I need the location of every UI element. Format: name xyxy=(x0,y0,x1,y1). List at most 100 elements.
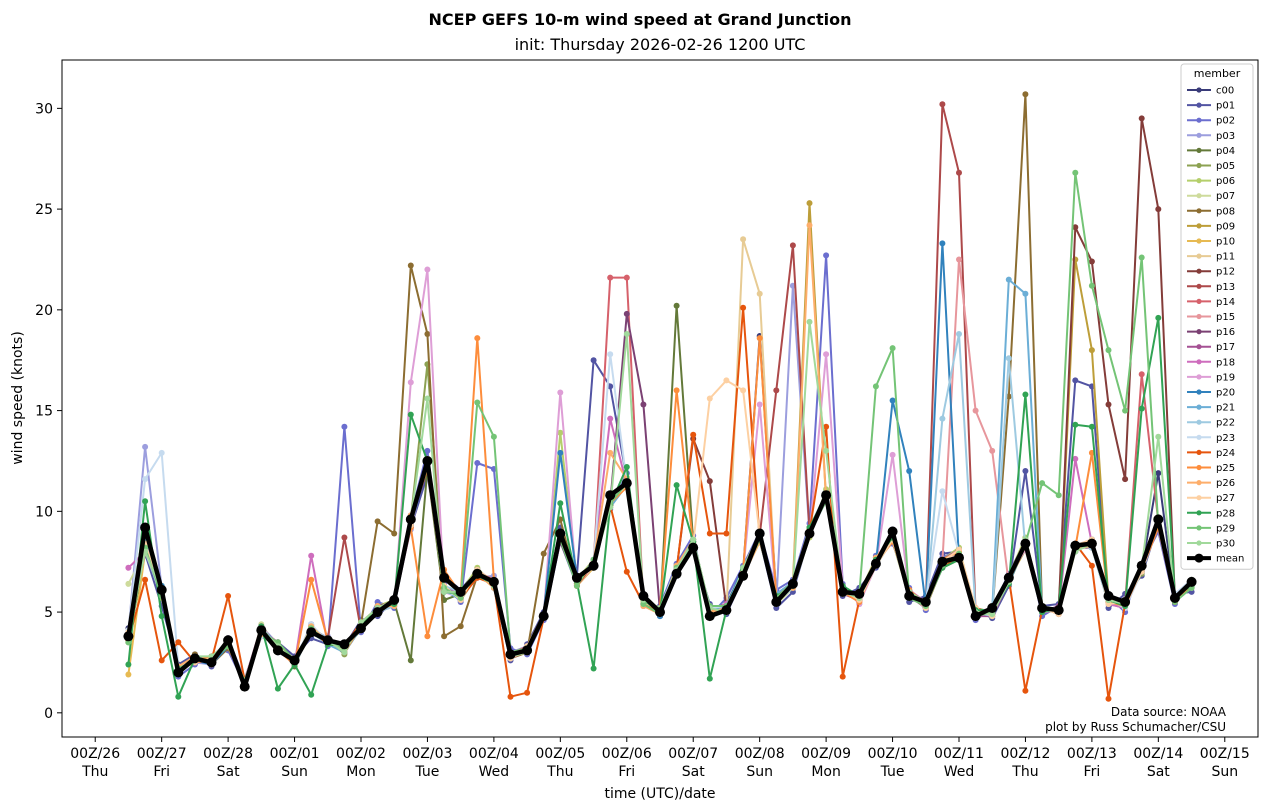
data-point-p26 xyxy=(607,449,614,456)
data-point-p13 xyxy=(341,534,348,541)
data-point-p25 xyxy=(673,387,680,394)
data-point-p07 xyxy=(125,580,132,587)
y-tick-label: 5 xyxy=(44,605,53,621)
series-line-p24 xyxy=(127,306,1193,700)
data-point-mean xyxy=(322,635,333,646)
data-point-p29 xyxy=(1088,282,1095,289)
data-point-mean xyxy=(405,514,416,525)
plot-credit-note: plot by Russ Schumacher/CSU xyxy=(1045,720,1226,734)
data-point-p24 xyxy=(723,530,730,537)
data-point-mean xyxy=(920,597,931,607)
data-point-p27 xyxy=(740,387,747,394)
legend-entry-label: p16 xyxy=(1216,327,1235,338)
data-point-p19 xyxy=(407,379,414,386)
y-axis: 0 5 10 15 20 25 30 xyxy=(35,101,62,722)
x-tick-day-label: Thu xyxy=(1011,764,1038,780)
data-point-p25 xyxy=(756,335,763,342)
x-tick-day-label: Thu xyxy=(546,764,573,780)
data-point-mean xyxy=(1103,591,1114,601)
data-point-p10 xyxy=(125,671,132,678)
data-point-mean xyxy=(389,595,400,605)
data-point-mean xyxy=(455,586,466,597)
data-point-mean xyxy=(987,603,998,613)
x-tick-label: 00Z/09 xyxy=(801,746,851,762)
data-point-p19 xyxy=(756,401,763,408)
data-point-p23 xyxy=(158,449,165,456)
legend-swatch-marker xyxy=(1196,540,1202,546)
data-point-p20 xyxy=(557,449,564,456)
data-point-p08 xyxy=(407,262,414,269)
data-point-mean xyxy=(1003,572,1014,583)
data-point-mean xyxy=(854,588,865,599)
data-point-p18 xyxy=(607,415,614,422)
series-p27 xyxy=(125,377,1195,686)
x-tick-day-label: Tue xyxy=(414,764,439,780)
data-point-mean xyxy=(655,607,665,618)
data-point-mean xyxy=(721,605,732,616)
legend-swatch-marker xyxy=(1196,87,1202,93)
data-point-mean xyxy=(422,456,433,466)
data-point-p30 xyxy=(424,395,431,402)
x-tick-day-label: Sun xyxy=(281,764,308,780)
x-tick-label: 00Z/14 xyxy=(1133,746,1183,762)
legend-swatch-marker xyxy=(1196,419,1202,425)
x-tick-label: 00Z/07 xyxy=(668,746,718,762)
data-point-p09 xyxy=(806,200,813,207)
legend-entry-label: p08 xyxy=(1216,206,1235,217)
data-point-mean xyxy=(1169,593,1180,603)
legend-entry-label: p11 xyxy=(1216,252,1235,263)
legend-entry-label: p23 xyxy=(1216,433,1235,444)
data-point-p02 xyxy=(424,447,431,454)
data-point-p24 xyxy=(823,423,830,430)
data-point-p28 xyxy=(1072,421,1079,428)
data-point-p28 xyxy=(590,665,597,672)
data-point-p28 xyxy=(274,685,281,692)
data-point-p24 xyxy=(690,431,697,438)
data-point-mean xyxy=(206,657,217,668)
legend-entry-label: p06 xyxy=(1216,176,1235,187)
data-point-mean xyxy=(638,591,649,601)
x-tick-label: 00Z/26 xyxy=(70,746,120,762)
data-point-mean xyxy=(771,597,782,607)
data-point-p24 xyxy=(706,530,713,537)
legend-swatch-marker xyxy=(1196,147,1202,153)
data-point-mean xyxy=(189,653,200,664)
data-point-mean xyxy=(372,607,383,618)
x-tick-label: 00Z/28 xyxy=(203,746,253,762)
data-point-p28 xyxy=(557,500,564,507)
data-point-mean xyxy=(870,558,881,569)
x-tick-day-label: Sat xyxy=(1147,764,1170,780)
data-point-p30 xyxy=(806,318,813,325)
data-point-p30 xyxy=(441,588,448,595)
legend-entry-label: p24 xyxy=(1216,448,1235,459)
data-point-mean xyxy=(954,552,964,563)
y-tick-label: 10 xyxy=(35,504,53,520)
legend-swatch-marker xyxy=(1196,389,1202,395)
data-point-p28 xyxy=(1138,405,1145,412)
data-point-p24 xyxy=(158,657,165,664)
legend-entry-label: p09 xyxy=(1216,221,1235,232)
data-point-p19 xyxy=(424,266,431,273)
plot-frame xyxy=(61,59,1259,738)
legend-entry-label: p21 xyxy=(1216,403,1235,414)
series-mean xyxy=(123,456,1197,692)
data-point-p12 xyxy=(1138,115,1145,122)
data-point-mean xyxy=(306,627,317,638)
legend-swatch-marker xyxy=(1196,102,1202,108)
series-line-p04 xyxy=(127,304,1193,688)
data-point-p29 xyxy=(1105,347,1112,354)
data-point-mean xyxy=(123,631,134,642)
y-tick-label: 15 xyxy=(35,404,53,420)
data-point-mean xyxy=(1120,597,1131,607)
data-point-p18 xyxy=(308,552,315,559)
data-point-p28 xyxy=(1155,314,1162,321)
legend-swatch-marker xyxy=(1196,449,1202,455)
data-point-p02 xyxy=(341,423,348,430)
legend-swatch-marker xyxy=(1196,404,1202,410)
data-point-p18 xyxy=(125,564,132,571)
legend-swatch-marker xyxy=(1196,238,1202,244)
y-tick-label: 25 xyxy=(35,202,53,218)
data-point-mean xyxy=(804,528,815,539)
data-point-p12 xyxy=(1105,401,1112,408)
